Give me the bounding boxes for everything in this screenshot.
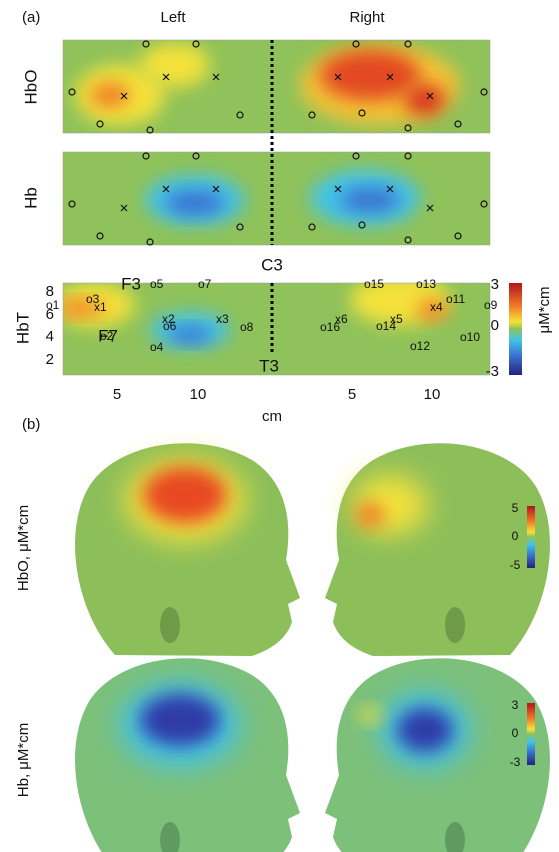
column-label: Left — [160, 9, 186, 26]
row-label: HbT — [13, 312, 32, 344]
colorbar-tick: 3 — [512, 698, 519, 712]
figure: (a) Left Right HbO Hb HbT C3 8 6 4 2 5 1… — [0, 0, 559, 852]
colorbar-tick: 0 — [512, 529, 519, 543]
optode-label: o12 — [410, 339, 430, 353]
column-label: Right — [349, 9, 385, 26]
optode-label: o9 — [484, 298, 498, 312]
x-tick-label: 10 — [190, 386, 207, 403]
colorbar — [527, 506, 535, 568]
x-tick-label: 5 — [348, 386, 356, 403]
optode-label: o10 — [460, 330, 480, 344]
optode-label: o2 — [100, 329, 114, 343]
optode-label: o5 — [150, 277, 164, 291]
colorbar — [509, 283, 522, 375]
panel-label: (b) — [22, 416, 40, 433]
colorbar — [527, 703, 535, 765]
colorbar-tick: -5 — [510, 558, 521, 572]
optode-label: x3 — [216, 312, 229, 326]
optode-label: x4 — [430, 300, 443, 314]
optode-label: o15 — [364, 277, 384, 291]
colorbar-tick: -3 — [486, 363, 499, 380]
head-hbo-right — [325, 443, 550, 656]
colorbar-label: μM*cm — [536, 287, 553, 334]
head-hbo-left — [75, 443, 300, 656]
optode-label: o11 — [446, 292, 465, 306]
row-label: Hb — [21, 187, 40, 209]
optode-label: x2 — [162, 312, 175, 326]
x-axis-label: cm — [262, 408, 282, 425]
y-tick-label: 2 — [46, 351, 54, 368]
colorbar-tick: 3 — [491, 276, 499, 293]
colorbar-tick: -3 — [510, 755, 521, 769]
landmark: F3 — [121, 274, 141, 293]
y-tick-label: 4 — [46, 328, 54, 345]
panel-label: (a) — [22, 9, 40, 26]
optode-label: o1 — [46, 298, 60, 312]
optode-label: x6 — [335, 312, 348, 326]
optode-label: o8 — [240, 320, 254, 334]
optode-label: x5 — [390, 312, 403, 326]
midline-label: C3 — [261, 255, 283, 274]
optode-label: o4 — [150, 340, 164, 354]
row-label: HbO, μM*cm — [15, 505, 32, 591]
hbo-map — [63, 40, 490, 133]
head-hb-left — [75, 658, 300, 852]
x-tick-label: 5 — [113, 386, 121, 403]
x-tick-label: 10 — [424, 386, 441, 403]
optode-label: x1 — [94, 300, 107, 314]
row-label: HbO — [21, 70, 40, 105]
optode-label: o7 — [198, 277, 212, 291]
colorbar-tick: 0 — [512, 726, 519, 740]
colorbar-tick: 5 — [512, 501, 519, 515]
colorbar-tick: 0 — [491, 317, 499, 334]
hb-map — [63, 152, 490, 245]
row-label: Hb, μM*cm — [15, 723, 32, 797]
optode-label: o13 — [416, 277, 436, 291]
landmark: T3 — [259, 356, 279, 375]
